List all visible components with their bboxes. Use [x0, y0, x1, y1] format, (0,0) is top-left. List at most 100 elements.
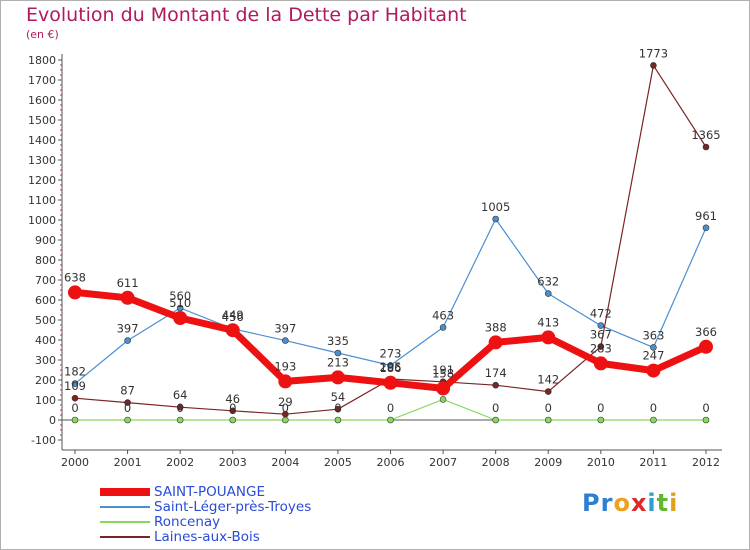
data-point [282, 410, 289, 418]
data-label: 1773 [639, 46, 668, 60]
data-label: 0 [124, 401, 131, 415]
data-label: 64 [173, 388, 188, 402]
data-label: 182 [64, 365, 86, 379]
data-label: 0 [492, 401, 499, 415]
x-tick-label: 2004 [271, 456, 299, 469]
logo-letter: i [669, 489, 679, 517]
data-point [124, 337, 131, 344]
data-label: 213 [327, 355, 349, 369]
legend-label: Roncenay [154, 513, 221, 530]
data-label: 397 [117, 322, 139, 336]
data-label: 638 [64, 270, 86, 284]
data-point [702, 416, 710, 424]
data-point [176, 416, 184, 424]
logo-letter: t [656, 489, 670, 517]
logo-letter: i [647, 489, 657, 517]
data-label: 0 [334, 401, 341, 415]
data-point [225, 323, 240, 338]
data-point [334, 416, 342, 424]
data-label: 366 [695, 325, 717, 339]
x-tick-label: 2009 [534, 456, 562, 469]
y-tick-label: 1600 [28, 94, 56, 107]
data-label: 413 [537, 315, 559, 329]
data-point [597, 322, 605, 329]
y-tick-label: 500 [35, 314, 56, 327]
data-label: 174 [485, 366, 507, 380]
data-point [229, 407, 237, 415]
y-axis-unit: (en €) [26, 28, 59, 41]
data-label: 29 [278, 395, 293, 409]
data-point [124, 399, 131, 406]
data-label: 191 [432, 363, 454, 377]
data-point [383, 375, 398, 390]
data-label: 463 [432, 308, 454, 322]
data-point [650, 344, 657, 351]
data-point [597, 416, 605, 424]
x-tick-label: 2003 [219, 456, 247, 469]
y-tick-label: 800 [35, 254, 56, 267]
data-point [597, 343, 605, 350]
data-point [544, 416, 552, 424]
data-label: 87 [120, 384, 135, 398]
legend-item: SAINT-POUANGE [100, 483, 311, 500]
data-label: 247 [642, 349, 664, 363]
legend-swatch [100, 535, 150, 538]
data-label: 109 [64, 379, 86, 393]
legend-label: SAINT-POUANGE [154, 483, 265, 500]
y-tick-label: 1100 [28, 194, 56, 207]
data-label: 186 [380, 361, 402, 375]
data-label: 0 [545, 401, 552, 415]
logo-letter: P [582, 489, 601, 517]
y-tick-label: 300 [35, 354, 56, 367]
data-label: 449 [222, 308, 244, 322]
data-label: 0 [282, 401, 289, 415]
legend-label: Laines-aux-Bois [154, 528, 260, 545]
logo-letter: x [630, 489, 648, 517]
legend-swatch [100, 505, 150, 508]
data-point [650, 62, 657, 69]
data-label: 54 [331, 390, 346, 404]
x-tick-label: 2010 [587, 456, 615, 469]
chart-title: Evolution du Montant de la Dette par Hab… [26, 4, 467, 26]
data-label: 0 [71, 401, 78, 415]
data-label: 0 [177, 401, 184, 415]
y-tick-label: 1200 [28, 174, 56, 187]
data-point [650, 416, 657, 424]
data-point [71, 394, 79, 402]
data-label: 456 [222, 310, 244, 324]
data-label: 142 [537, 373, 559, 387]
data-label: 0 [597, 401, 604, 415]
data-label: 397 [274, 322, 296, 336]
y-tick-label: 1500 [28, 114, 56, 127]
data-point [173, 311, 188, 325]
data-label: 388 [485, 320, 507, 334]
x-tick-label: 2012 [692, 456, 720, 469]
data-point [544, 388, 552, 395]
y-tick-label: 1300 [28, 154, 56, 167]
legend-item: Saint-Léger-près-Troyes [100, 499, 311, 515]
y-tick-label: 400 [35, 334, 56, 347]
data-label: 158 [432, 366, 454, 380]
data-point [492, 215, 499, 223]
legend-swatch [100, 520, 150, 523]
x-tick-label: 2008 [482, 456, 510, 469]
data-label: 193 [274, 359, 296, 373]
data-point [544, 290, 552, 297]
y-tick-label: 100 [35, 394, 56, 407]
data-point [593, 356, 608, 371]
legend: SAINT-POUANGE Saint-Léger-près-Troyes Ronc… [100, 483, 311, 545]
y-tick-label: 600 [35, 294, 56, 307]
data-point [229, 416, 237, 424]
y-tick-label: 0 [49, 414, 56, 427]
data-point [702, 224, 710, 232]
logo-letter: o [613, 489, 631, 517]
x-tick-label: 2002 [166, 456, 194, 469]
data-label: 0 [650, 401, 657, 415]
data-label: 1005 [481, 200, 510, 214]
data-point [699, 339, 713, 354]
data-label: 0 [229, 401, 236, 415]
data-label: 46 [225, 392, 240, 406]
data-label: 363 [642, 328, 664, 342]
legend-item: Laines-aux-Bois [100, 528, 311, 545]
